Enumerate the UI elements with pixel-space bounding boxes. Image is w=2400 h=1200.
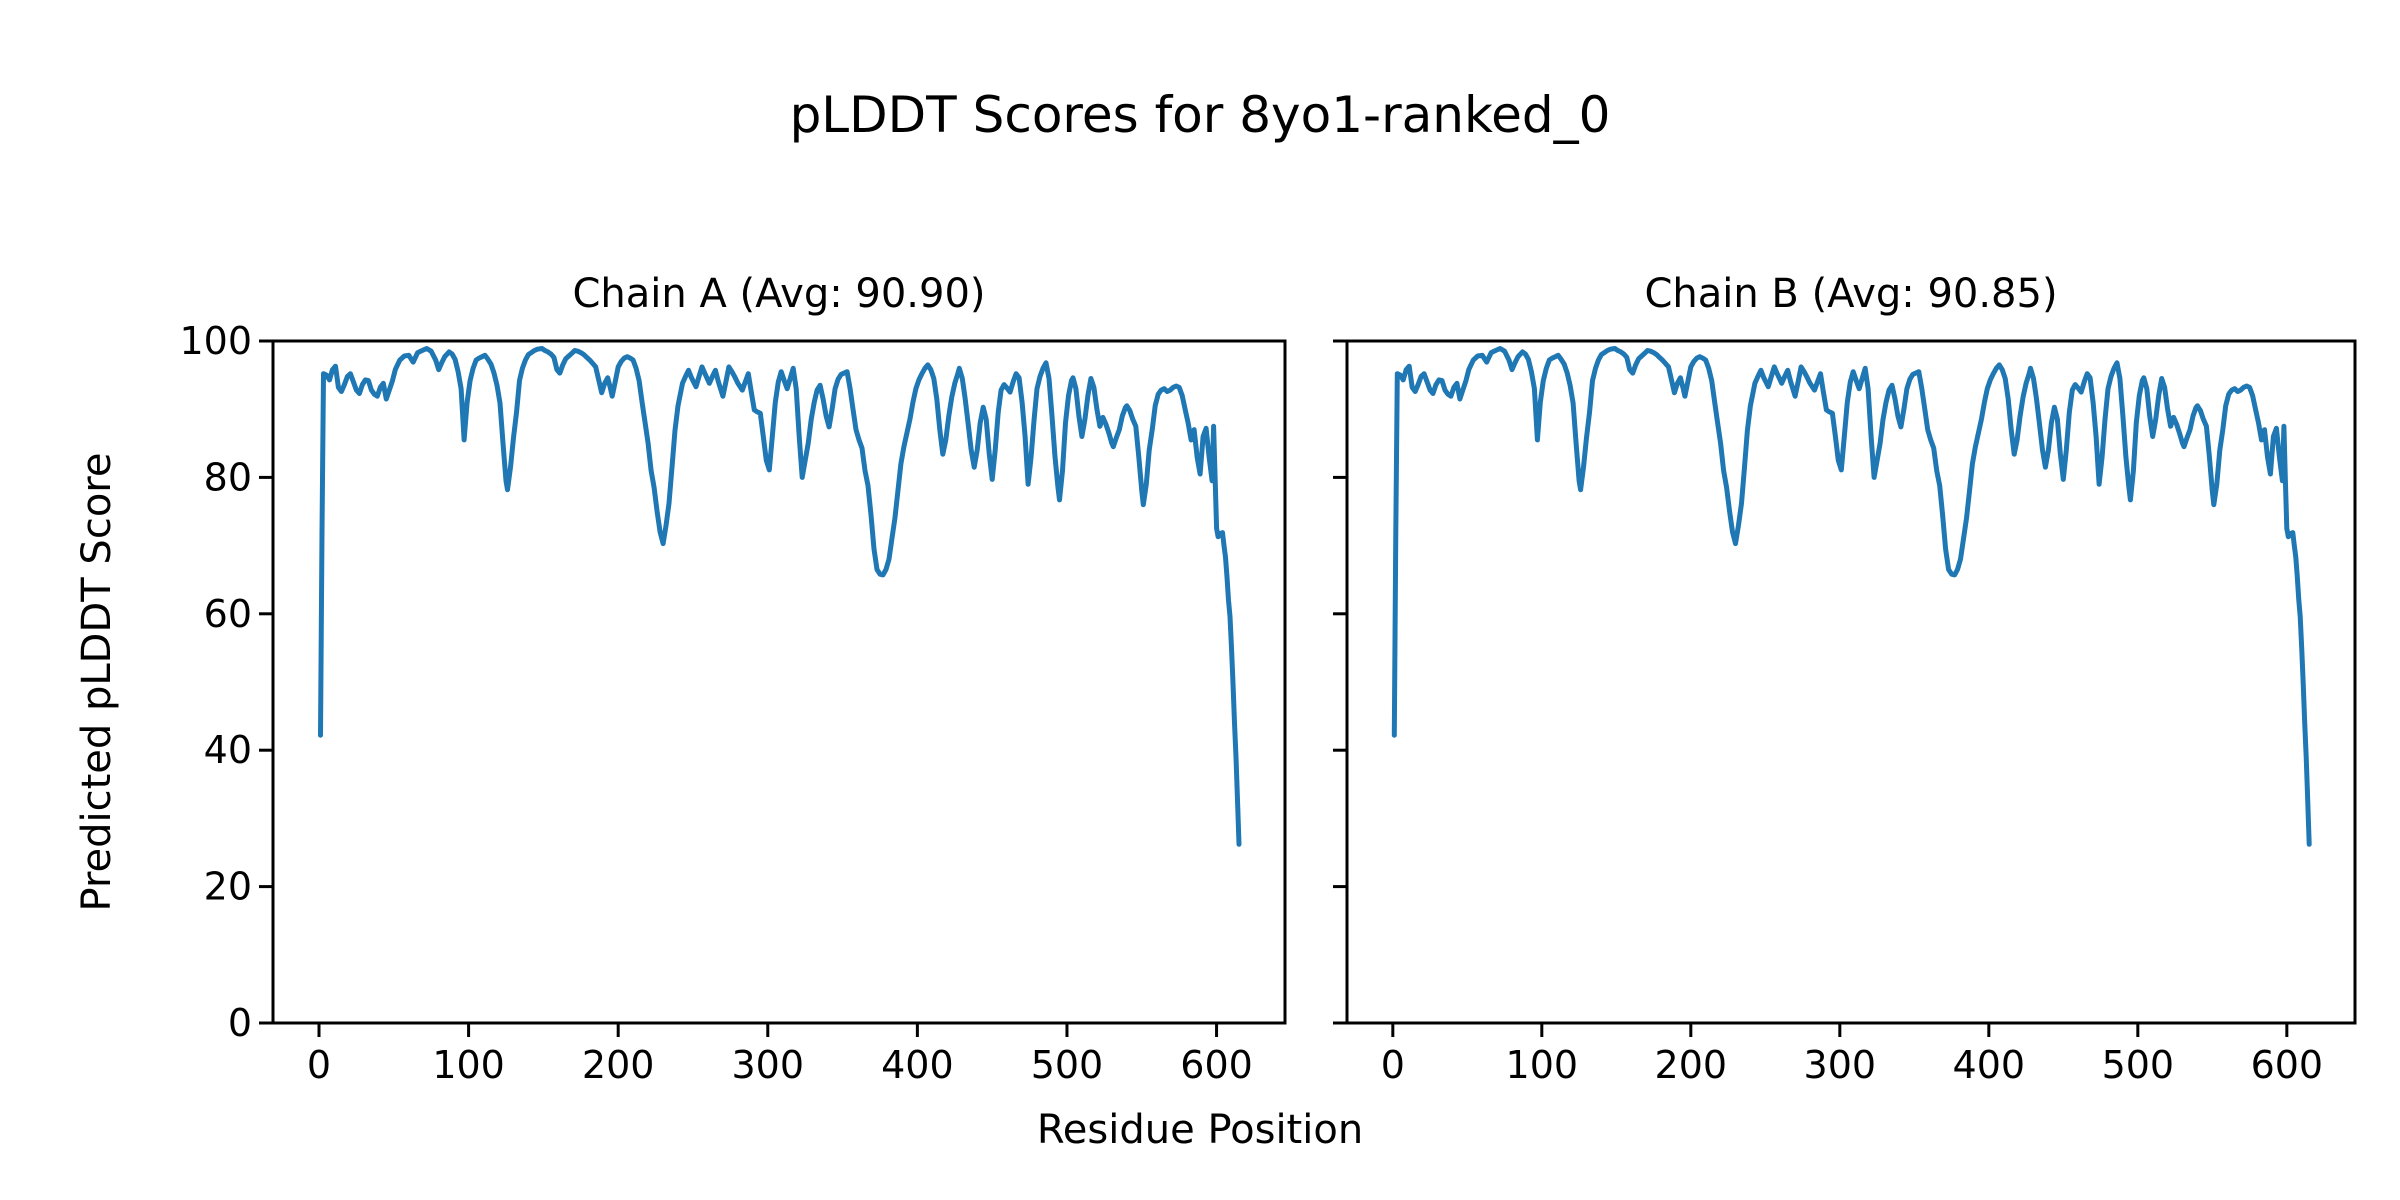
subplot-a-title: Chain A (Avg: 90.90) (572, 271, 986, 317)
plddt-line (1391, 346, 2312, 847)
x-tick-label: 500 (2102, 1043, 2175, 1087)
x-tick-label: 400 (1953, 1043, 2026, 1087)
x-tick-label: 0 (1381, 1043, 1405, 1087)
x-tick-label: 300 (1804, 1043, 1877, 1087)
x-tick-label: 600 (2251, 1043, 2324, 1087)
x-tick-label: 100 (432, 1043, 505, 1087)
x-tick-label: 200 (1655, 1043, 1728, 1087)
subplot-b-title: Chain B (Avg: 90.85) (1644, 271, 2058, 317)
plddt-line (318, 346, 1242, 847)
x-tick-label: 0 (307, 1043, 331, 1087)
y-tick-label: 60 (204, 592, 252, 636)
axes-frame (1345, 339, 2357, 1025)
y-tick-label: 0 (228, 1001, 252, 1045)
figure-title: pLDDT Scores for 8yo1-ranked_0 (789, 86, 1611, 144)
x-tick-label: 200 (582, 1043, 655, 1087)
y-tick-label: 20 (204, 865, 252, 909)
x-tick-label: 300 (732, 1043, 805, 1087)
x-tick-label: 100 (1506, 1043, 1579, 1087)
y-tick-label: 40 (204, 728, 252, 772)
y-tick-label: 80 (204, 455, 252, 499)
y-tick-label: 100 (179, 319, 252, 363)
x-axis-label: Residue Position (1036, 1107, 1364, 1153)
axes-frame (271, 339, 1287, 1025)
x-tick-label: 600 (1180, 1043, 1253, 1087)
x-tick-label: 500 (1031, 1043, 1104, 1087)
x-tick-label: 400 (881, 1043, 954, 1087)
